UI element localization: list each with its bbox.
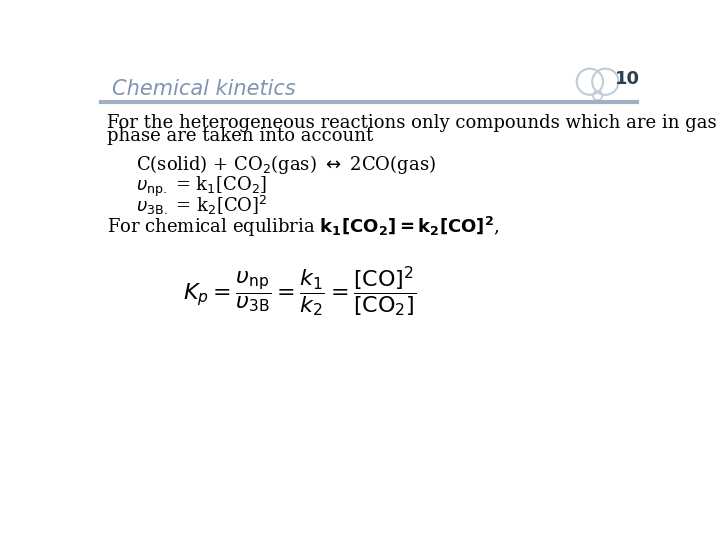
Text: C(solid) + CO$_2$(gas) $\leftrightarrow$ 2CO(gas): C(solid) + CO$_2$(gas) $\leftrightarrow$… bbox=[137, 153, 436, 177]
Text: $\upsilon_{\mathsf{np.}}$ = k$_1$[CO$_2$]: $\upsilon_{\mathsf{np.}}$ = k$_1$[CO$_2$… bbox=[137, 174, 268, 199]
Text: For the heterogeneous reactions only compounds which are in gas: For the heterogeneous reactions only com… bbox=[107, 113, 716, 132]
Text: For chemical equlibria $\mathbf{k_1[CO_2] = k_2[CO]^2}$,: For chemical equlibria $\mathbf{k_1[CO_2… bbox=[107, 214, 500, 239]
Text: 10: 10 bbox=[615, 70, 639, 87]
Text: $\upsilon_{\mathsf{3B.}}$ = k$_2$[CO]$^2$: $\upsilon_{\mathsf{3B.}}$ = k$_2$[CO]$^2… bbox=[137, 194, 268, 217]
Text: Chemical kinetics: Chemical kinetics bbox=[112, 79, 295, 99]
Text: $K_p = \dfrac{\upsilon_{\mathsf{np}}}{\upsilon_{\mathsf{3B}}} = \dfrac{k_1}{k_2}: $K_p = \dfrac{\upsilon_{\mathsf{np}}}{\u… bbox=[183, 265, 416, 319]
Text: phase are taken into account: phase are taken into account bbox=[107, 127, 373, 145]
